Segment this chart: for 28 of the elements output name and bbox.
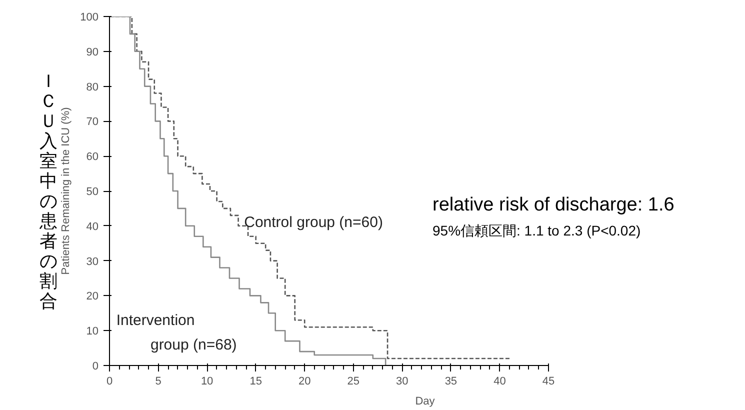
x-tick-label: 45 bbox=[542, 376, 555, 388]
y-tick-label: 30 bbox=[86, 256, 99, 268]
x-tick-label: 0 bbox=[106, 376, 113, 388]
annotation: relative risk of discharge: 1.6 bbox=[432, 194, 674, 216]
y-tick-label: 10 bbox=[86, 326, 99, 338]
annotation: 95%信頼区間: 1.1 to 2.3 (P<0.02) bbox=[432, 222, 641, 238]
y-tick-label: 70 bbox=[86, 116, 99, 128]
y-tick-label: 80 bbox=[86, 81, 99, 94]
y-tick-label: 20 bbox=[86, 290, 99, 303]
y-tick-label: 0 bbox=[92, 360, 99, 372]
x-tick-label: 35 bbox=[444, 376, 458, 388]
x-tick-label: 10 bbox=[200, 376, 214, 388]
series-label: Control group (n=60) bbox=[244, 214, 383, 232]
y-tick-label: 100 bbox=[80, 12, 99, 24]
x-tick-label: 20 bbox=[298, 376, 311, 388]
x-axis-title: Day bbox=[415, 396, 436, 408]
text: ＩＣＵ入室中の患者の割合 bbox=[40, 71, 58, 311]
x-tick-label: 15 bbox=[250, 376, 262, 388]
y-axis-title: Patients Remaining in the ICU (%) bbox=[60, 107, 72, 275]
x-tick-label: 5 bbox=[155, 376, 162, 388]
y-tick-label: 40 bbox=[86, 220, 99, 233]
x-tick-label: 40 bbox=[494, 376, 506, 388]
x-tick-label: 25 bbox=[347, 376, 360, 388]
y-tick-label: 90 bbox=[86, 46, 99, 58]
series-label: Intervention group (n=68) bbox=[116, 312, 237, 354]
y-tick-label: 60 bbox=[86, 151, 99, 164]
y-tick-label: 50 bbox=[86, 186, 99, 198]
x-tick-label: 30 bbox=[396, 376, 408, 388]
